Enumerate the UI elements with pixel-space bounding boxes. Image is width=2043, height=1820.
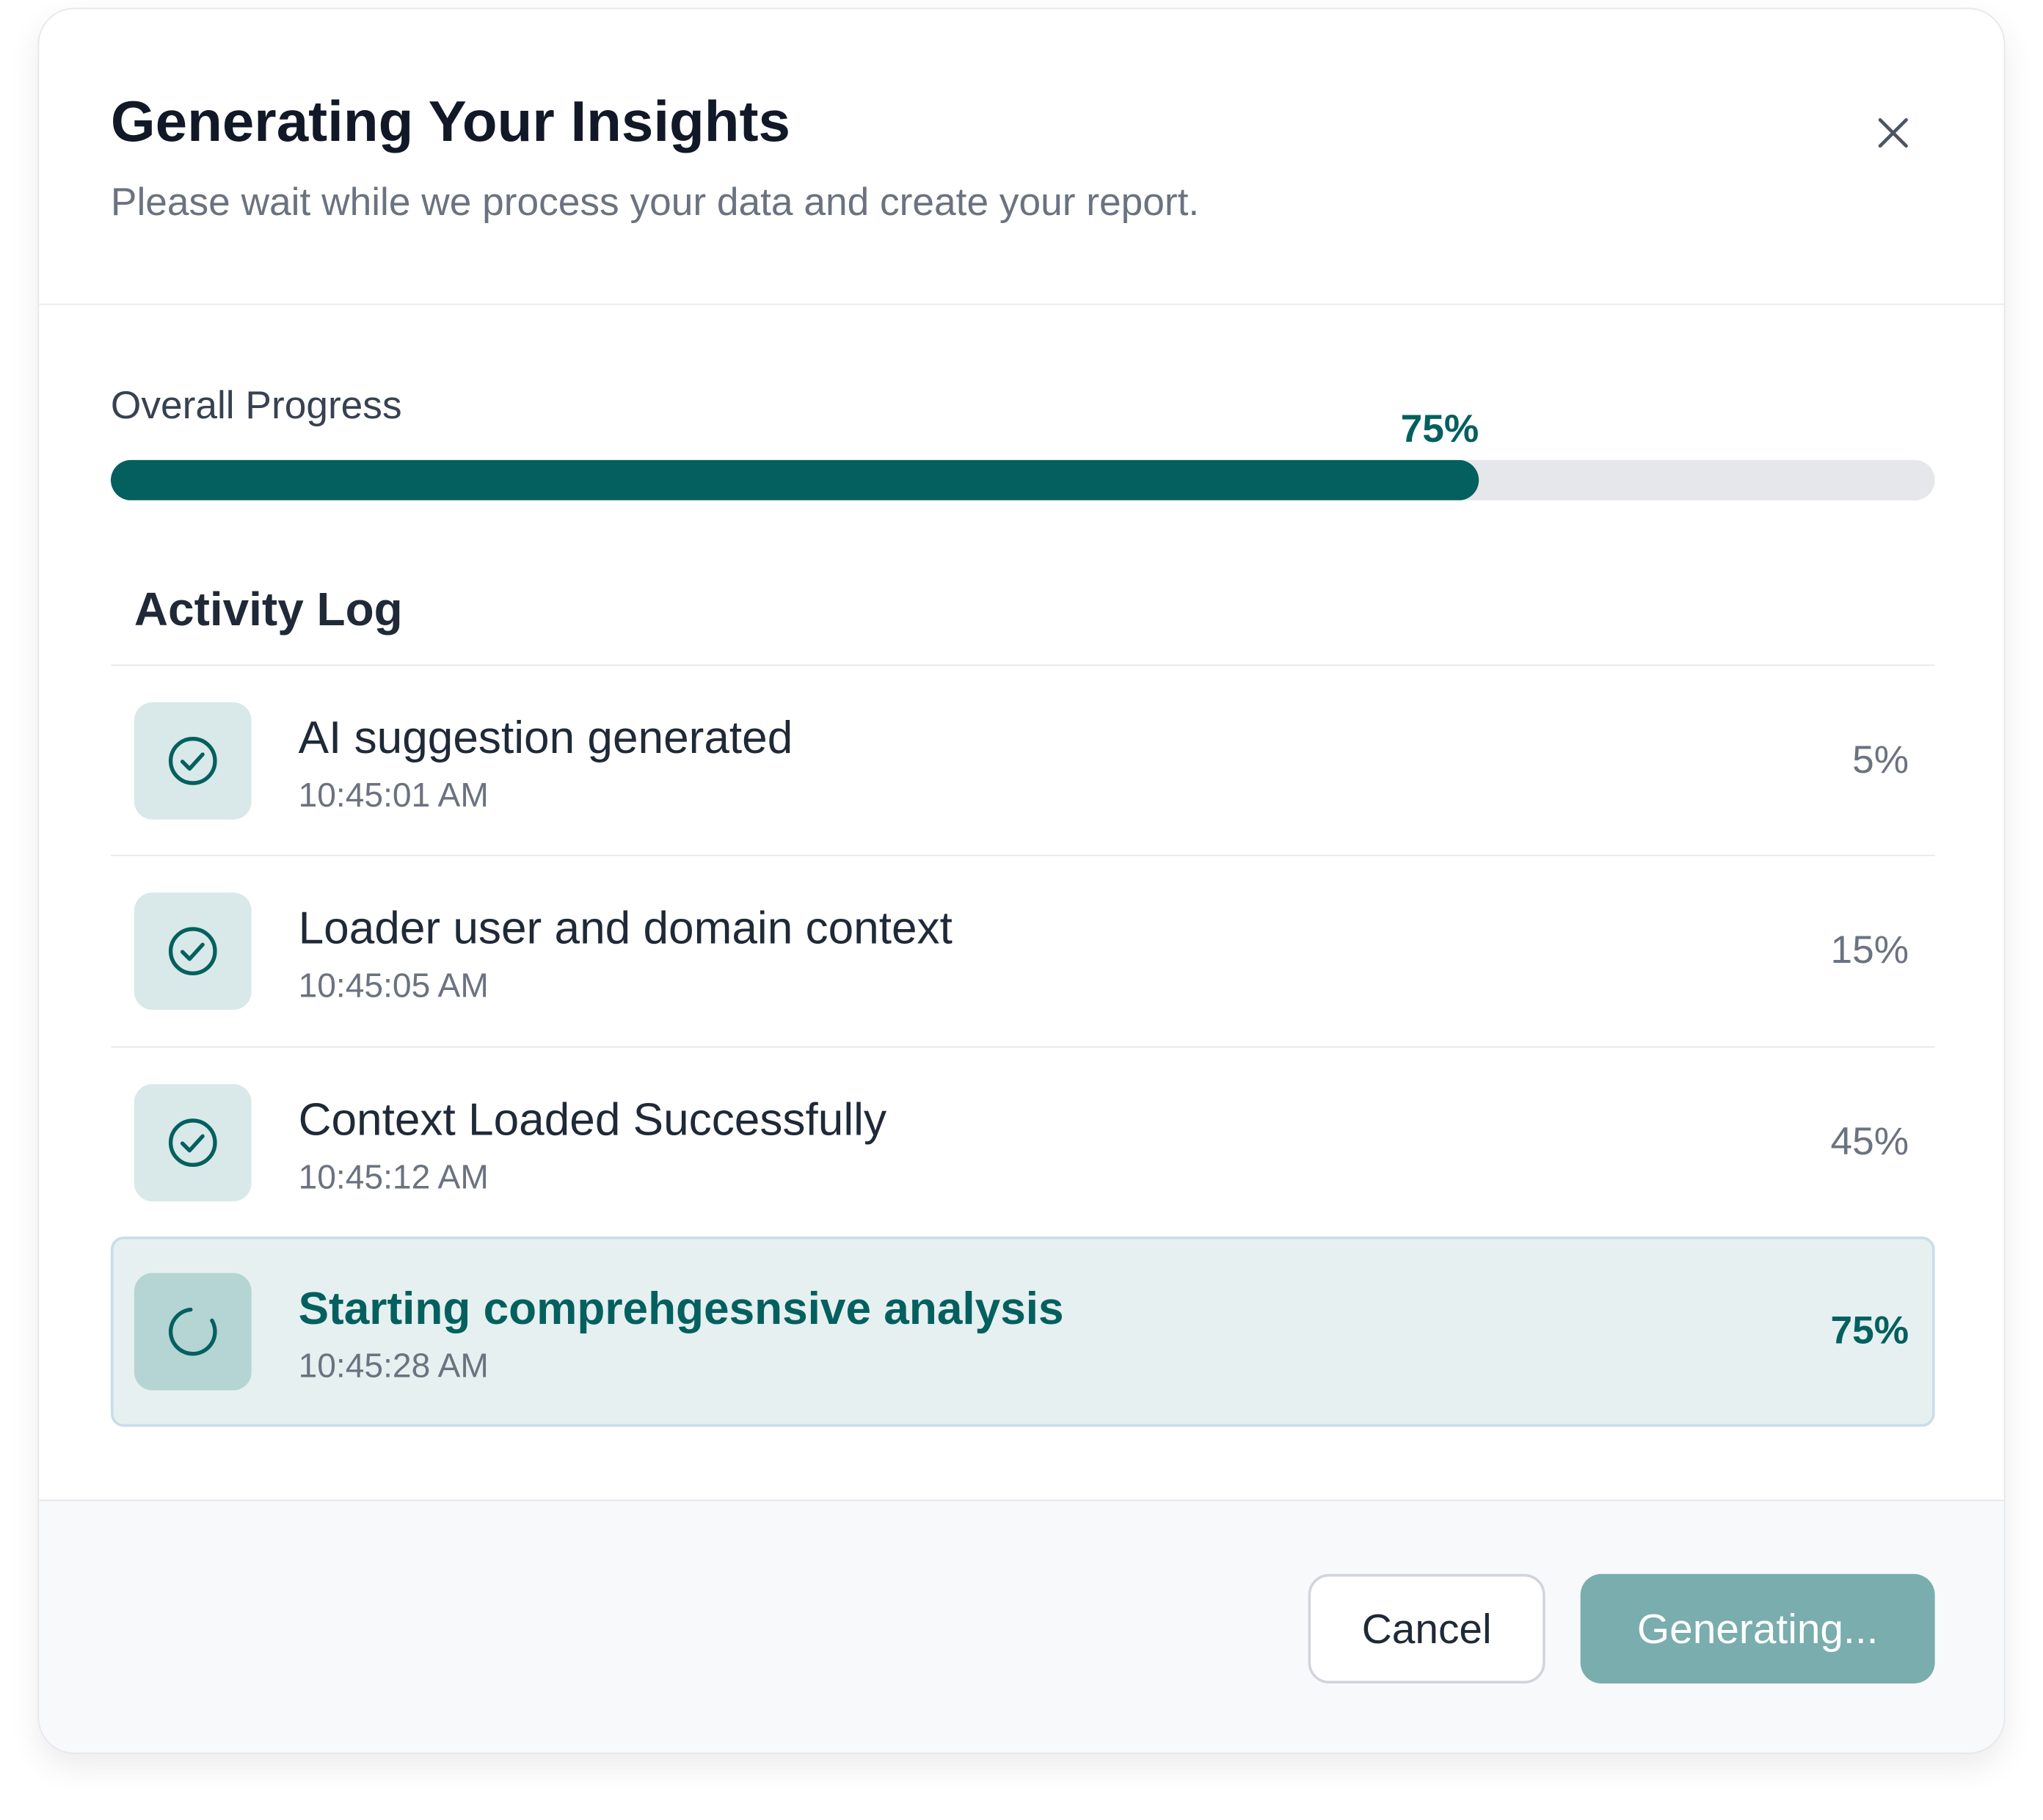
generating-button[interactable]: Generating... — [1580, 1573, 1935, 1684]
log-item: Context Loaded Successfully 10:45:12 AM … — [110, 1046, 1935, 1237]
dialog-subtitle: Please wait while we process your data a… — [110, 181, 1200, 225]
log-item-title: AI suggestion generated — [298, 713, 793, 764]
log-item-percent: 45% — [1830, 1120, 1909, 1164]
progress-label: Overall Progress — [110, 384, 402, 428]
progress-fill — [110, 459, 1479, 500]
log-item-time: 10:45:05 AM — [298, 965, 489, 1005]
log-item-percent: 15% — [1830, 928, 1909, 972]
dialog-footer: Cancel Generating... — [39, 1499, 2004, 1753]
log-item-title: Loader user and domain context — [298, 903, 953, 954]
log-item-percent: 75% — [1830, 1309, 1909, 1353]
log-item-active: Starting comprehgesnsive analysis 10:45:… — [110, 1236, 1935, 1427]
close-button[interactable] — [1876, 116, 1910, 150]
log-title: Activity Log — [134, 582, 403, 636]
log-item-time: 10:45:01 AM — [298, 775, 489, 815]
log-item-title: Context Loaded Successfully — [298, 1094, 887, 1146]
log-item-title: Starting comprehgesnsive analysis — [298, 1283, 1064, 1335]
dialog-title: Generating Your Insights — [110, 90, 790, 154]
log-item-percent: 5% — [1852, 738, 1909, 782]
divider — [39, 303, 2004, 305]
log-item-time: 10:45:12 AM — [298, 1157, 489, 1196]
progress-track — [110, 459, 1935, 500]
status-icon — [134, 1084, 252, 1202]
progress-value: 75% — [1400, 407, 1479, 451]
log-item: Loader user and domain context 10:45:05 … — [110, 854, 1935, 1045]
spinner-icon — [134, 1273, 252, 1391]
dialog: Generating Your Insights Please wait whi… — [37, 7, 2006, 1754]
log-item: AI suggestion generated 10:45:01 AM 5% — [110, 664, 1935, 855]
log-item-time: 10:45:28 AM — [298, 1346, 489, 1386]
status-icon — [134, 892, 252, 1011]
status-icon — [134, 702, 252, 820]
cancel-button[interactable]: Cancel — [1308, 1573, 1545, 1684]
